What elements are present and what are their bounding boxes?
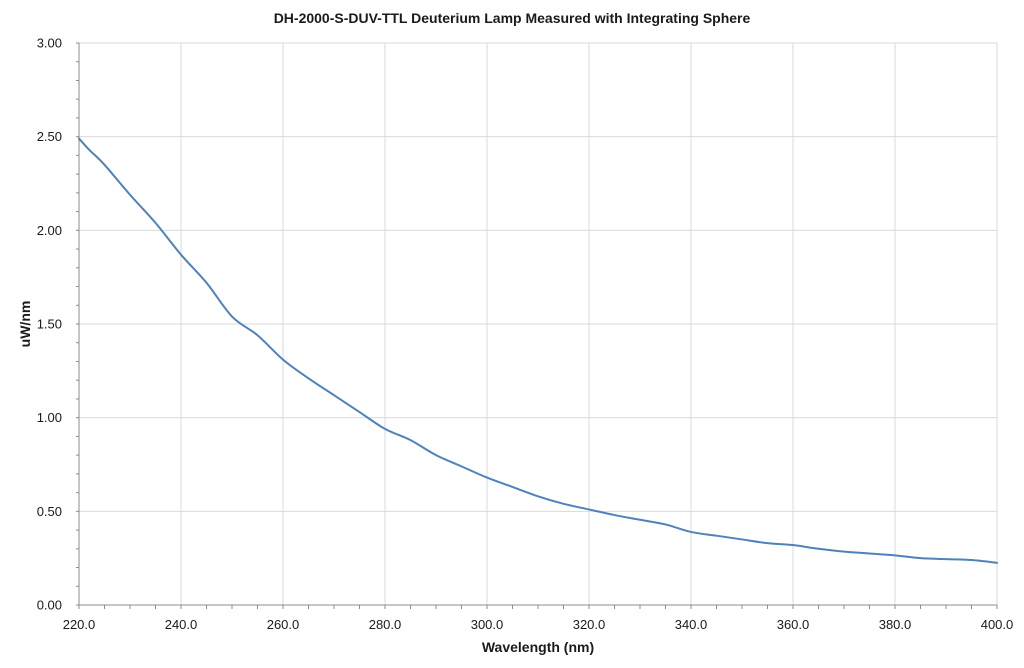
x-tick-label: 380.0	[879, 617, 912, 632]
axes	[76, 42, 998, 609]
x-tick-label: 260.0	[267, 617, 300, 632]
y-tick-label: 2.00	[37, 223, 62, 238]
y-tick-label: 1.00	[37, 410, 62, 425]
series-layer	[78, 137, 998, 564]
y-tick-label: 3.00	[37, 36, 62, 51]
x-axis-tick-labels: 220.0 240.0 260.0 280.0 300.0 320.0 340.0 360.0…	[63, 617, 1014, 632]
x-tick-label: 280.0	[369, 617, 402, 632]
x-tick-label: 400.0	[981, 617, 1014, 632]
x-axis-title: Wavelength (nm)	[482, 639, 594, 655]
gridlines	[79, 42, 998, 605]
series-line-0	[78, 137, 998, 564]
y-tick-label: 0.50	[37, 504, 62, 519]
x-tick-label: 300.0	[471, 617, 504, 632]
x-tick-label: 320.0	[573, 617, 606, 632]
x-tick-label: 220.0	[63, 617, 96, 632]
x-tick-label: 340.0	[675, 617, 708, 632]
y-axis-title: uW/nm	[17, 301, 33, 348]
y-tick-label: 1.50	[37, 317, 62, 332]
x-tick-label: 240.0	[165, 617, 198, 632]
y-tick-label: 2.50	[37, 129, 62, 144]
y-tick-label: 0.00	[37, 598, 62, 613]
chart-title: DH-2000-S-DUV-TTL Deuterium Lamp Measure…	[274, 10, 751, 26]
y-axis-tick-labels: 0.00 0.50 1.00 1.50 2.00 2.50 3.00	[37, 36, 62, 613]
x-tick-label: 360.0	[777, 617, 810, 632]
